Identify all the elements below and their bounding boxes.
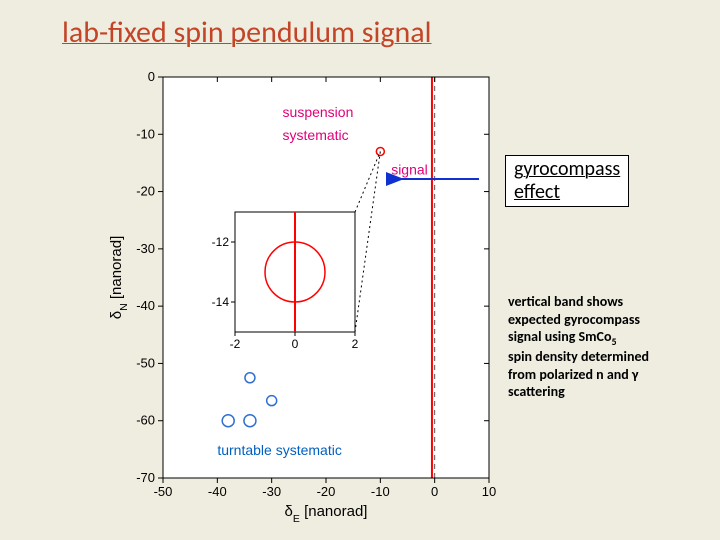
pointer-arrow: [0, 0, 720, 540]
